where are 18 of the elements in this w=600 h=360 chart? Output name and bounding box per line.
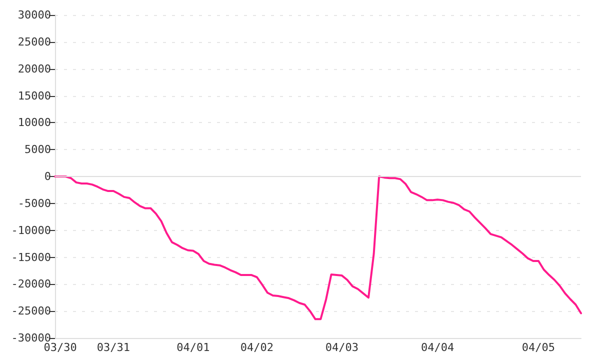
- x-tick-label: 04/03: [325, 341, 358, 354]
- y-tick-label: 5000: [24, 143, 51, 156]
- y-tick-label: 30000: [18, 8, 51, 22]
- y-tick-label: 25000: [18, 35, 51, 48]
- y-tick-label: -15000: [11, 250, 51, 264]
- x-tick-label: 04/01: [176, 341, 210, 354]
- x-tick-label: 04/04: [420, 341, 454, 354]
- y-tick-label: -10000: [11, 224, 51, 237]
- x-tick-label: 04/02: [240, 341, 274, 354]
- y-tick-label: -20000: [11, 278, 51, 291]
- y-tick-label: -5000: [18, 196, 51, 210]
- y-tick-label: -25000: [11, 304, 51, 318]
- y-tick-label: 15000: [18, 89, 51, 102]
- y-tick-label: 20000: [18, 62, 51, 76]
- x-tick-label: 03/31: [96, 341, 130, 354]
- line-series: [54, 176, 582, 320]
- x-tick-label: 04/05: [522, 341, 556, 354]
- y-tick-label: 10000: [18, 116, 51, 130]
